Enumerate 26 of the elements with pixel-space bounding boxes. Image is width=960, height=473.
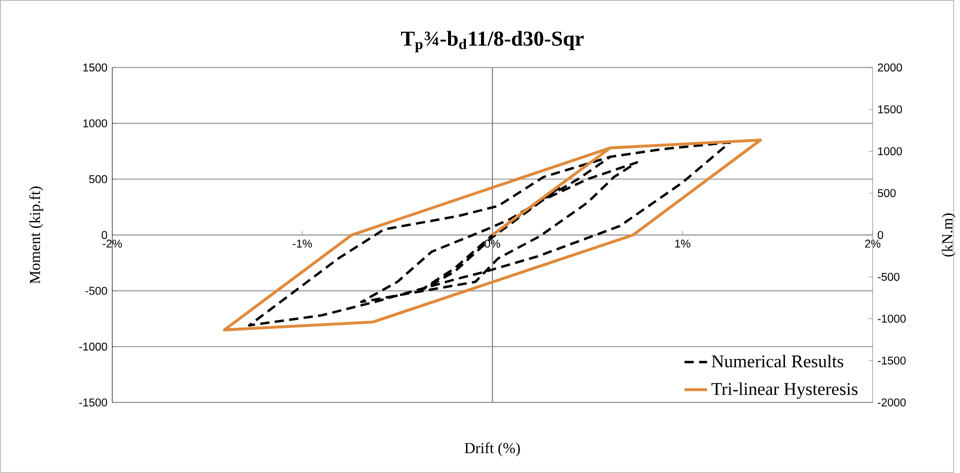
legend-label: Numerical Results (712, 354, 844, 368)
y2-tick-label: 1000 (878, 147, 902, 156)
y2-tick-label: -500 (878, 272, 900, 281)
x-tick-label: -1% (292, 240, 312, 248)
y2-tick-label: -1000 (878, 314, 906, 323)
y-tick-label: 1000 (83, 119, 108, 128)
x-axis-title: Drift (%) (464, 442, 520, 456)
y2-tick-label: 500 (878, 189, 896, 198)
y-tick-label: -1500 (79, 398, 108, 406)
y2-tick-label: -1500 (878, 356, 906, 365)
y2-tick-label: 0 (878, 231, 884, 239)
y-tick-label: -500 (86, 286, 108, 295)
y-tick-label: 1500 (83, 64, 108, 72)
y-tick-label: 500 (89, 175, 108, 184)
chart-title: T$_{p}$¾-b$_{d}$11/8-d30-Sqr (401, 30, 584, 52)
x-tick-label: 1% (675, 240, 690, 248)
y2-tick-label: -2000 (878, 398, 906, 406)
y-tick-label: -1000 (79, 342, 108, 351)
y2-tick-label: 1500 (878, 105, 902, 114)
x-tick-label: 0% (484, 240, 500, 248)
y2-tick-label: 2000 (878, 64, 902, 72)
y2-axis-title: (kN.m) (942, 213, 956, 257)
y-axis-title: Moment (kip.ft) (29, 186, 44, 284)
legend-label: Tri-linear Hysteresis (712, 382, 858, 399)
x-tick-label: 2% (865, 240, 880, 248)
y-tick-label: 0 (102, 231, 108, 239)
